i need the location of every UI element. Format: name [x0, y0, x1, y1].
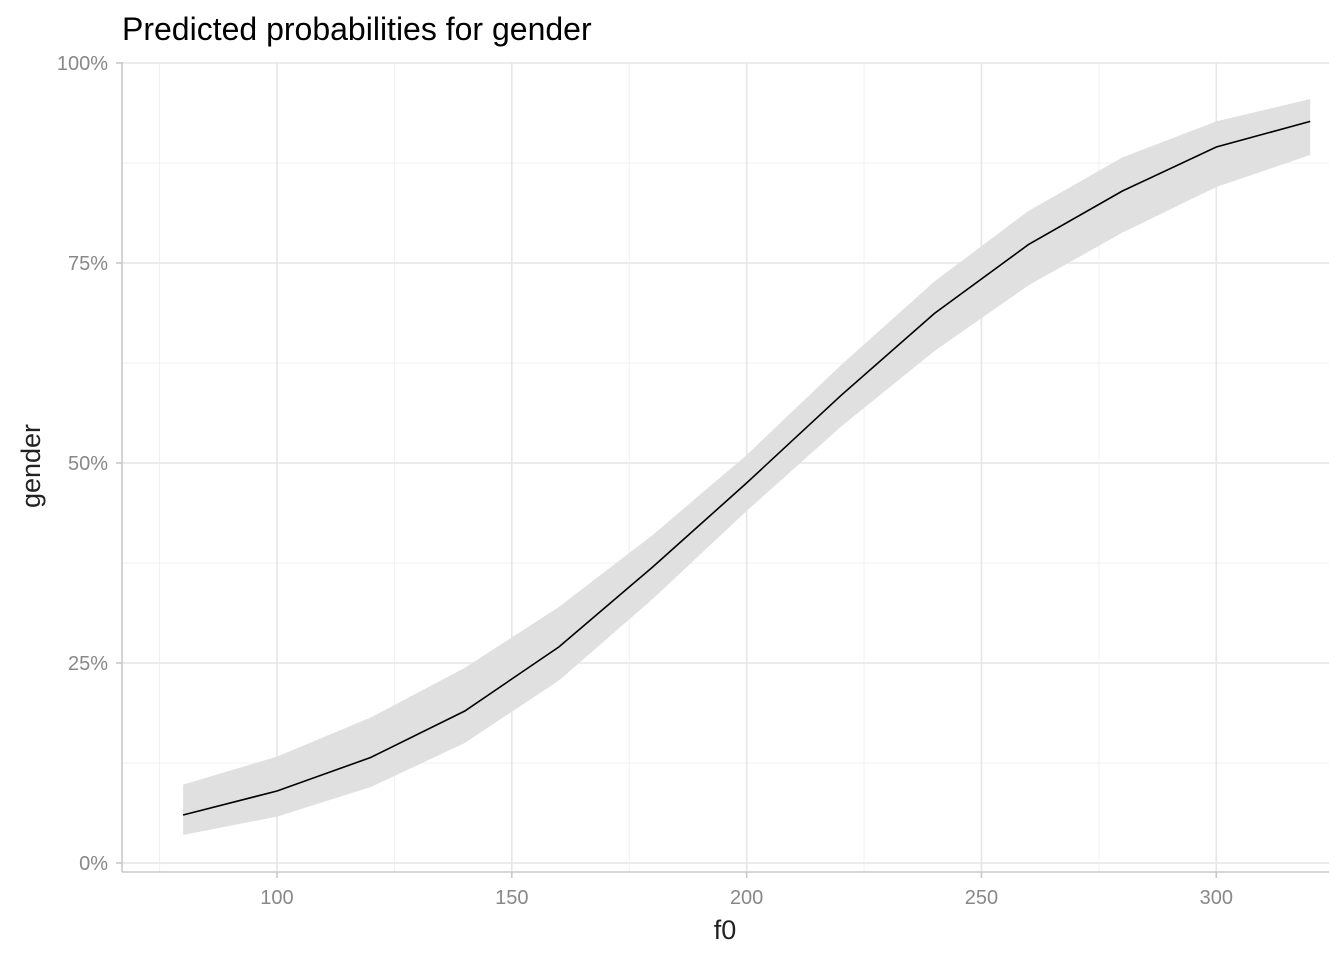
x-axis-title: f0	[714, 915, 737, 945]
chart-title: Predicted probabilities for gender	[122, 11, 592, 47]
x-tick-label: 100	[260, 887, 293, 909]
y-tick-label: 100%	[57, 53, 108, 75]
x-tick-label: 250	[965, 887, 998, 909]
y-tick-label: 50%	[68, 453, 108, 475]
y-tick-label: 75%	[68, 253, 108, 275]
axes	[116, 62, 1329, 878]
major-gridlines	[122, 62, 1329, 872]
x-tick-label: 300	[1200, 887, 1233, 909]
y-axis-title: gender	[16, 424, 46, 508]
y-tick-label: 25%	[68, 653, 108, 675]
series-line	[182, 120, 1311, 816]
x-tick-label: 200	[730, 887, 763, 909]
plot-area	[182, 99, 1311, 835]
tick-labels: 100 150 200 250 300 0% 25% 50% 75% 100%	[57, 53, 1233, 909]
y-tick-label: 0%	[79, 853, 108, 875]
x-tick-label: 150	[495, 887, 528, 909]
confidence-band	[183, 99, 1311, 835]
